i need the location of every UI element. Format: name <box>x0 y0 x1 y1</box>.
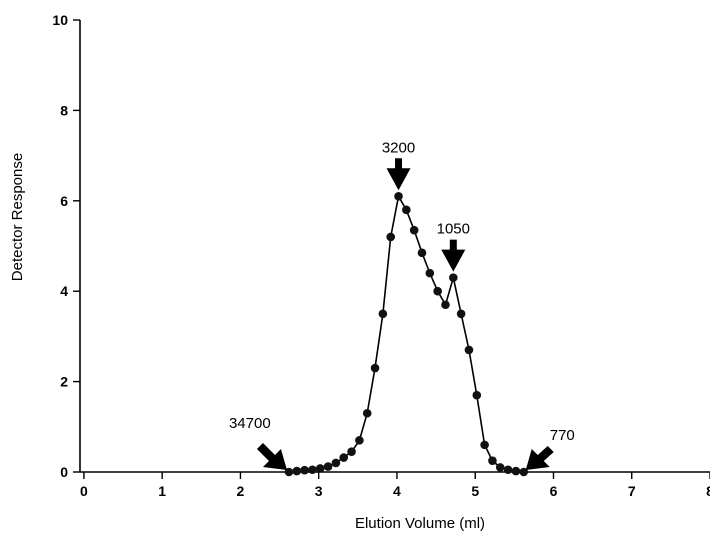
data-point <box>480 440 489 450</box>
annotation-label: 1050 <box>437 221 470 238</box>
data-point <box>300 465 309 475</box>
data-point <box>315 464 325 473</box>
annotation-arrow-shaft <box>449 239 457 252</box>
data-point <box>464 345 474 355</box>
y-tick-label: 2 <box>60 374 68 390</box>
annotation-arrow-head <box>386 168 411 191</box>
x-tick-label: 1 <box>158 483 166 499</box>
data-point <box>409 225 419 235</box>
ticks: 0 1 2 3 4 5 6 7 8 0 2 4 6 8 10 <box>52 12 710 499</box>
x-axis-title: Elution Volume (ml) <box>355 515 485 532</box>
series-line <box>288 194 524 473</box>
x-tick-label: 6 <box>550 483 558 499</box>
annotation-label: 34700 <box>229 415 271 432</box>
data-point <box>433 286 442 296</box>
annotation-arrow <box>256 443 287 470</box>
data-point <box>503 465 513 475</box>
data-point <box>488 456 497 466</box>
axes <box>79 20 710 473</box>
data-point <box>456 309 466 319</box>
data-point <box>378 309 388 319</box>
x-tick-label: 4 <box>393 483 401 499</box>
annotations: 34700 3200 1050 770 <box>229 139 575 470</box>
data-point <box>308 465 317 475</box>
data-point <box>495 463 505 472</box>
x-tick-label: 8 <box>706 483 710 499</box>
data-point <box>511 466 521 476</box>
data-point <box>331 458 341 468</box>
data-point <box>394 191 403 201</box>
x-tick-label: 0 <box>80 483 88 499</box>
data-point <box>402 205 411 215</box>
y-axis-title: Detector Response <box>9 153 26 281</box>
series <box>284 191 529 477</box>
annotation-arrow-head <box>441 249 466 272</box>
data-point <box>386 232 395 242</box>
data-point <box>339 453 349 462</box>
y-tick-label: 6 <box>60 193 68 209</box>
annotation-arrow-shaft <box>395 158 403 171</box>
x-tick-label: 2 <box>237 483 245 499</box>
data-point <box>323 462 333 471</box>
y-tick-label: 4 <box>60 283 68 299</box>
data-point <box>347 447 356 456</box>
data-point <box>370 363 380 373</box>
y-tick-label: 0 <box>60 464 68 480</box>
y-tick-label: 8 <box>60 102 68 118</box>
y-tick-label: 10 <box>52 12 68 28</box>
annotation: 770 <box>525 427 575 470</box>
data-point <box>425 268 435 278</box>
data-point <box>362 408 372 418</box>
data-point <box>441 300 450 310</box>
data-point <box>472 390 482 400</box>
annotation-label: 770 <box>550 427 575 444</box>
data-point <box>292 466 302 476</box>
annotation: 1050 <box>437 221 470 272</box>
data-point <box>355 436 364 445</box>
x-tick-label: 5 <box>471 483 479 499</box>
x-tick-label: 3 <box>315 483 323 499</box>
data-point <box>417 248 427 258</box>
data-point <box>449 273 458 282</box>
x-tick-label: 7 <box>628 483 636 499</box>
annotation: 3200 <box>382 139 415 191</box>
annotation-arrow <box>525 446 554 470</box>
annotation-label: 3200 <box>382 139 415 156</box>
annotation: 34700 <box>229 415 287 470</box>
